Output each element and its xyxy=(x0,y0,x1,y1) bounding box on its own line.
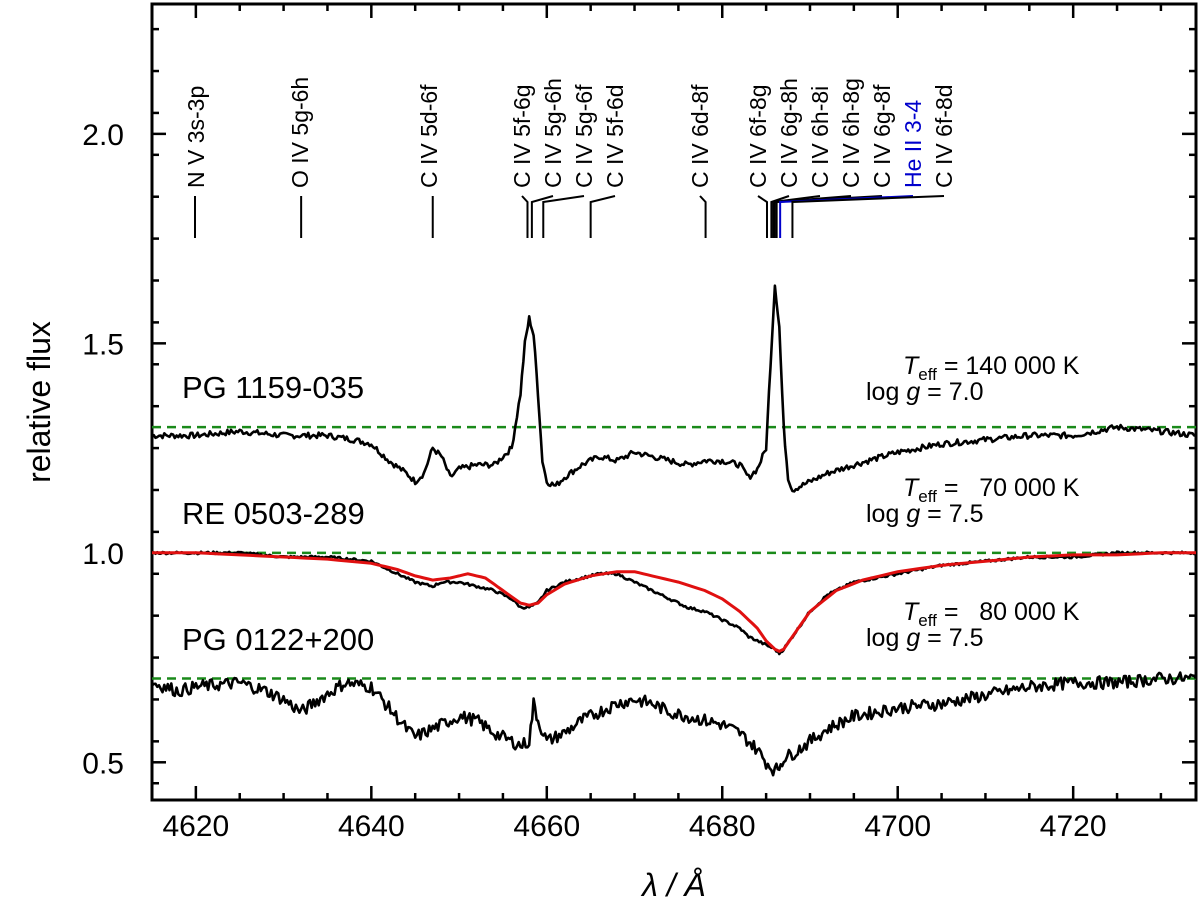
line-id: C IV 6h-8i xyxy=(772,86,833,238)
spectra xyxy=(151,284,1198,777)
line-id-marker xyxy=(542,195,585,238)
line-id-label: C IV 6f-8d xyxy=(931,84,957,188)
teff-value: 70 000 K xyxy=(965,474,1079,502)
star-name: RE 0503-289 xyxy=(182,496,365,531)
line-id: N V 3s-3p xyxy=(183,86,209,238)
logg-label: log g = 7.5 xyxy=(866,500,983,528)
line-id: O IV 5g-6h xyxy=(287,77,313,238)
line-id-marker xyxy=(589,195,616,238)
line-identifications: N V 3s-3p O IV 5g-6h C IV 5d-6f C IV 5f-6g C… xyxy=(183,77,957,238)
logg-value: 7.5 xyxy=(949,624,984,652)
axis-ticks: 4620 4640 4660 4680 4700 4720 0.5 1.0 1.5 2.0 xyxy=(82,4,1196,843)
line-id-label: C IV 5f-6d xyxy=(602,84,628,188)
y-tick-label: 2.0 xyxy=(82,119,124,152)
x-tick-label: 4640 xyxy=(338,810,405,843)
y-tick-label: 1.0 xyxy=(82,538,124,571)
line-id-label: C IV 6f-8g xyxy=(745,84,771,188)
y-tick-label: 1.5 xyxy=(82,328,124,361)
line-id-label: C IV 5d-6f xyxy=(416,84,442,188)
line-id-marker xyxy=(521,195,529,238)
line-id: C IV 5f-6g xyxy=(509,84,535,238)
model-spectrum xyxy=(152,551,1196,653)
line-id: C IV 6h-8g xyxy=(773,78,864,238)
line-id-label: N V 3s-3p xyxy=(183,86,209,188)
line-id-marker xyxy=(772,195,821,238)
line-id-label: C IV 6h-8i xyxy=(807,86,833,188)
star-name: PG 1159-035 xyxy=(182,370,364,405)
line-id: C IV 5d-6f xyxy=(416,84,442,238)
continuum-lines xyxy=(152,425,1196,680)
observed-spectrum xyxy=(151,671,1198,777)
x-tick-label: 4700 xyxy=(864,810,931,843)
line-id-label: C IV 5g-6f xyxy=(571,84,597,188)
y-axis-title: relative flux xyxy=(21,321,57,483)
teff-label: Teff = 80 000 K xyxy=(903,598,1080,630)
line-id: C IV 5g-6f xyxy=(542,84,597,238)
logg-label: log g = 7.5 xyxy=(866,624,983,652)
x-tick-label: 4660 xyxy=(513,810,580,843)
line-id-marker xyxy=(773,195,852,238)
line-id: C IV 5f-6d xyxy=(589,84,628,238)
teff-value: 140 000 K xyxy=(965,352,1079,380)
line-id: C IV 6g-8h xyxy=(770,78,802,238)
line-id-marker xyxy=(530,195,554,238)
y-tick-label: 0.5 xyxy=(82,747,124,780)
plot-frame xyxy=(150,2,1198,802)
x-axis-title: λ / Å xyxy=(640,867,706,903)
teff-label: Teff = 70 000 K xyxy=(903,474,1080,506)
line-id-label: C IV 6d-8f xyxy=(687,84,713,188)
line-id: C IV 6d-8f xyxy=(687,84,713,238)
x-tick-label: 4620 xyxy=(162,810,229,843)
line-id-label: C IV 6g-8h xyxy=(776,78,802,188)
line-id: C IV 5g-6h xyxy=(530,78,566,238)
logg-label: log g = 7.0 xyxy=(866,378,983,406)
observed-spectrum xyxy=(151,284,1196,493)
line-id-marker xyxy=(791,195,945,238)
line-id-label: C IV 6g-8f xyxy=(869,84,895,188)
line-id-marker xyxy=(770,195,790,238)
line-id-label: C IV 5f-6g xyxy=(509,84,535,188)
x-tick-label: 4720 xyxy=(1040,810,1107,843)
teff-value: 80 000 K xyxy=(965,598,1079,626)
x-tick-label: 4680 xyxy=(689,810,756,843)
line-id-label: C IV 5g-6h xyxy=(540,78,566,188)
line-id: C IV 6f-8g xyxy=(745,84,771,238)
line-id-marker xyxy=(699,195,707,238)
logg-value: 7.5 xyxy=(949,500,984,528)
line-id-label: O IV 5g-6h xyxy=(287,77,313,188)
line-id-label: C IV 6h-8g xyxy=(838,78,864,188)
line-id: C IV 6f-8d xyxy=(791,84,957,238)
line-id-marker xyxy=(757,195,768,238)
logg-value: 7.0 xyxy=(949,378,984,406)
teff-label: Teff = 140 000 K xyxy=(903,352,1080,384)
star-name: PG 0122+200 xyxy=(182,622,374,657)
line-id-label: He II 3-4 xyxy=(900,100,926,188)
